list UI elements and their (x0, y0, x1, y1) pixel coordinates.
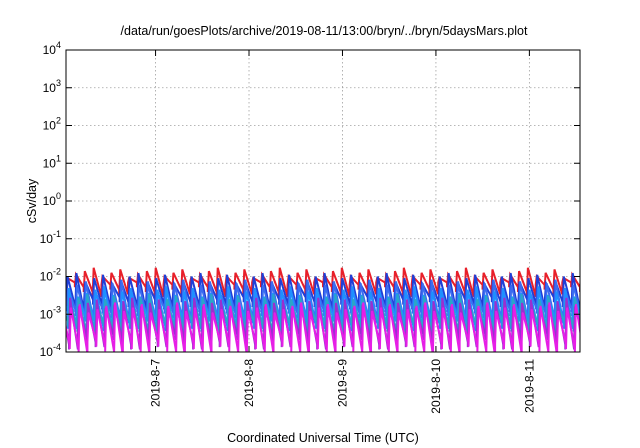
y-tick-label: 10-4 (40, 342, 61, 359)
y-tick-labels: 104 103 102 101 100 10-1 10-2 10-3 10-4 (40, 40, 61, 359)
y-tick-label: 100 (43, 191, 61, 208)
tick-marks (66, 49, 580, 353)
y-tick-label: 10-1 (40, 229, 61, 246)
series-layer (66, 267, 580, 352)
y-axis-label: cSv/day (25, 178, 39, 223)
chart-title: /data/run/goesPlots/archive/2019-08-11/1… (121, 24, 528, 38)
y-tick-label: 10-2 (40, 267, 61, 284)
x-tick-labels: 2019-8-7 2019-8-8 2019-8-9 2019-8-10 2019-8-… (149, 359, 537, 414)
y-tick-label: 103 (43, 78, 61, 95)
x-tick-label: 2019-8-9 (335, 359, 349, 407)
x-tick-label: 2019-8-11 (522, 359, 536, 413)
x-tick-label: 2019-8-10 (429, 359, 443, 414)
y-tick-label: 102 (43, 116, 61, 133)
x-tick-label: 2019-8-8 (242, 359, 256, 407)
x-tick-label: 2019-8-7 (149, 359, 163, 407)
y-tick-label: 104 (43, 40, 61, 57)
y-tick-label: 10-3 (40, 304, 61, 321)
x-axis-label: Coordinated Universal Time (UTC) (227, 431, 419, 445)
data-series (66, 302, 580, 352)
y-tick-label: 101 (43, 153, 61, 170)
